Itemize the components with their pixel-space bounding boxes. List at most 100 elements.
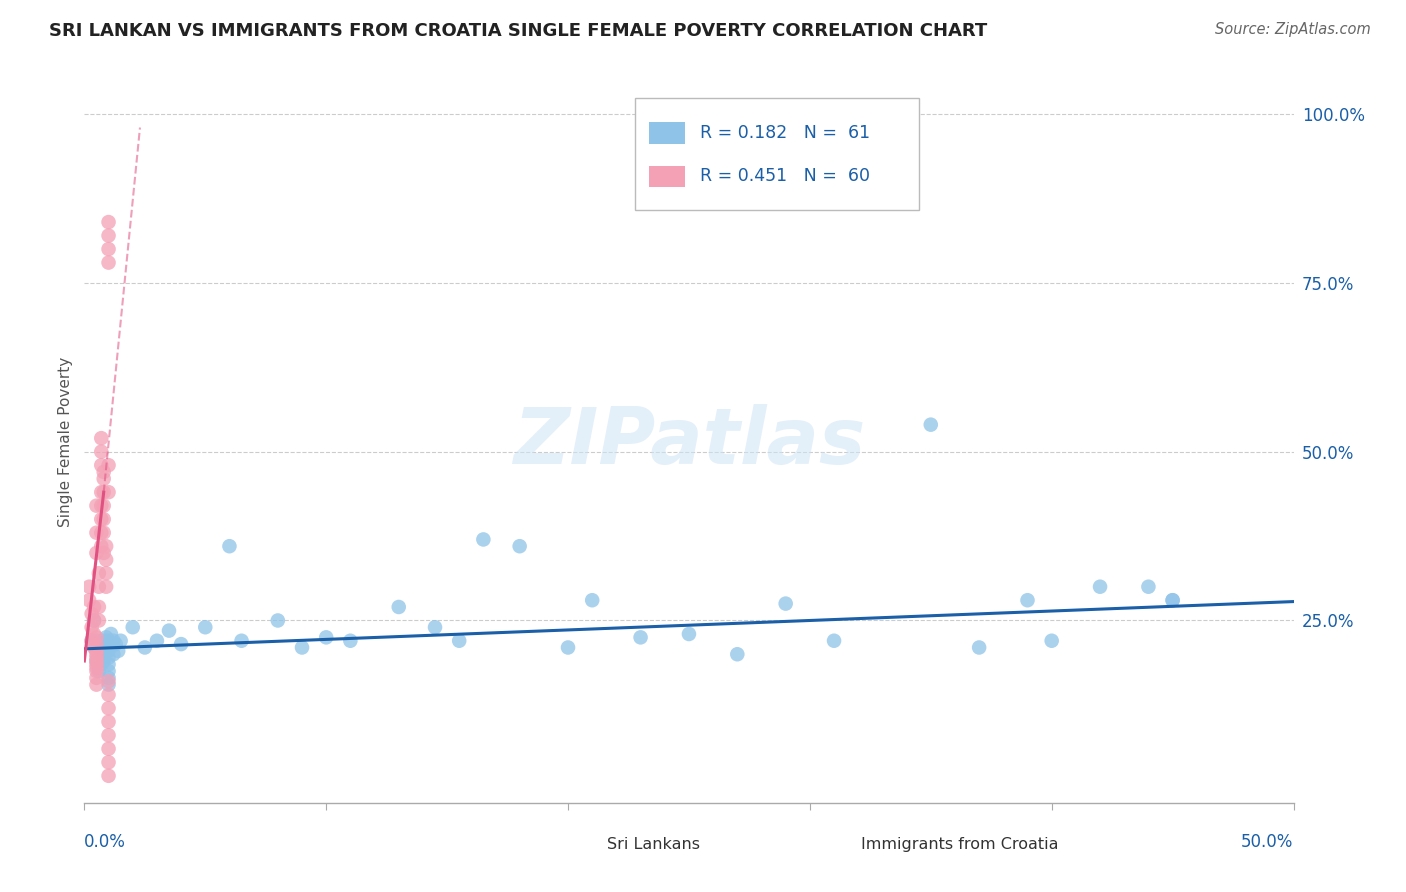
FancyBboxPatch shape (650, 122, 685, 144)
Point (94, 580, 117, 594)
Point (90, 525, 112, 540)
Point (80, 620, 103, 634)
Point (90, 499, 112, 513)
Point (100, 627, 122, 641)
Point (83, 614, 105, 628)
Point (97, 664, 120, 678)
Point (87, 640, 110, 655)
Point (83, 614, 105, 628)
Text: R = 0.451   N =  60: R = 0.451 N = 60 (700, 168, 870, 186)
Point (93, 647, 115, 661)
Point (87, 566, 110, 581)
Point (86, 499, 108, 513)
Point (90, 647, 112, 661)
Point (93, 546, 115, 560)
Point (630, 631, 652, 645)
Point (231, 633, 253, 648)
Point (86, 654, 108, 668)
Point (1040, 633, 1063, 648)
Point (86, 661, 108, 675)
Point (90, 431, 112, 445)
Point (93, 654, 115, 668)
Point (103, 647, 125, 661)
Point (90, 444, 112, 458)
Point (97, 215, 120, 229)
Point (678, 627, 700, 641)
Point (93, 512, 115, 526)
Point (86, 664, 108, 678)
Point (1137, 580, 1160, 594)
Point (97, 769, 120, 783)
Point (1088, 580, 1111, 594)
Point (472, 533, 495, 547)
Point (87, 599, 110, 614)
Point (107, 644, 129, 658)
Point (93, 525, 115, 540)
Point (110, 633, 132, 648)
FancyBboxPatch shape (634, 98, 918, 211)
Point (218, 539, 240, 553)
Point (86, 546, 108, 560)
Point (87, 580, 110, 594)
Point (86, 657, 108, 672)
Text: SRI LANKAN VS IMMIGRANTS FROM CROATIA SINGLE FEMALE POVERTY CORRELATION CHART: SRI LANKAN VS IMMIGRANTS FROM CROATIA SI… (49, 22, 987, 40)
Point (87, 664, 110, 678)
Point (97, 714, 120, 729)
Point (97, 671, 120, 685)
Point (97, 688, 120, 702)
Point (94, 637, 117, 651)
Point (94, 566, 117, 581)
Point (97, 756, 120, 770)
Point (581, 593, 603, 607)
Point (86, 654, 108, 668)
Point (80, 607, 103, 621)
Point (77, 593, 100, 607)
Point (80, 633, 103, 648)
Point (93, 465, 115, 479)
FancyBboxPatch shape (815, 833, 852, 855)
Text: 0.0%: 0.0% (84, 833, 127, 851)
Y-axis label: Single Female Poverty: Single Female Poverty (58, 357, 73, 526)
Point (97, 657, 120, 672)
Point (94, 552, 117, 566)
Point (967, 640, 990, 655)
Point (97, 728, 120, 742)
Point (77, 580, 100, 594)
Point (93, 499, 115, 513)
Point (86, 650, 108, 665)
Point (90, 458, 112, 472)
Point (97, 637, 120, 651)
Point (104, 637, 127, 651)
Point (86, 671, 108, 685)
Point (823, 633, 845, 648)
Point (86, 637, 108, 651)
Point (194, 620, 217, 634)
Point (920, 417, 942, 432)
Point (267, 614, 290, 628)
Point (87, 614, 110, 628)
Point (146, 633, 169, 648)
Point (86, 678, 108, 692)
Point (315, 631, 337, 645)
Point (291, 640, 314, 655)
Point (725, 647, 748, 661)
Text: Immigrants from Croatia: Immigrants from Croatia (860, 838, 1059, 852)
Point (775, 597, 797, 611)
Point (93, 472, 115, 486)
Point (97, 242, 120, 256)
Point (86, 644, 108, 658)
Point (97, 701, 120, 715)
Point (97, 674, 120, 689)
Point (86, 633, 108, 648)
Text: ZIPatlas: ZIPatlas (513, 403, 865, 480)
Point (90, 637, 112, 651)
Point (97, 678, 120, 692)
Point (93, 485, 115, 500)
Point (449, 633, 471, 648)
Point (509, 539, 531, 553)
Point (1161, 593, 1184, 607)
Point (86, 631, 108, 645)
Point (557, 640, 579, 655)
Point (90, 539, 112, 553)
Point (97, 741, 120, 756)
